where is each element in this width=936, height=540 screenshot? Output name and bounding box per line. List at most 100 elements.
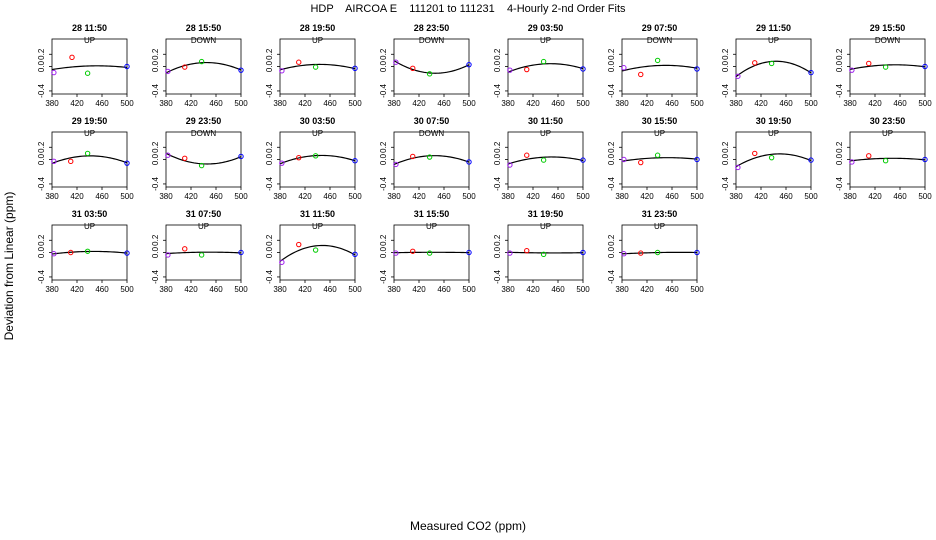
y-tick-label: 0.0 — [151, 60, 160, 72]
y-tick-label: -0.4 — [493, 270, 502, 284]
y-tick-label: 0.2 — [37, 234, 46, 246]
data-point — [654, 152, 661, 158]
panel-direction-label: UP — [654, 222, 665, 231]
chart-panel: 30 07:50 DOWN -0.4 0.00.2 380 420 460 500 — [379, 116, 476, 201]
data-point — [198, 162, 205, 169]
x-tick-label: 380 — [387, 192, 401, 201]
x-tick-label: 380 — [273, 285, 287, 294]
y-tick-label: 0.2 — [151, 234, 160, 246]
y-tick-label: 0.0 — [151, 246, 160, 258]
panel-direction-label: DOWN — [419, 129, 445, 138]
chart-panel: 30 03:50 UP -0.4 0.00.2 380 420 460 500 — [265, 116, 362, 201]
data-point — [466, 249, 472, 256]
chart-panel: 29 07:50 DOWN -0.4 0.00.2 380 420 460 500 — [607, 23, 704, 108]
y-tick-label: -0.4 — [265, 84, 274, 98]
x-tick-label: 500 — [462, 285, 476, 294]
data-point — [410, 65, 416, 72]
data-point — [124, 160, 130, 166]
x-tick-label: 460 — [551, 99, 565, 108]
x-tick-label: 380 — [615, 192, 629, 201]
fit-curve — [51, 155, 128, 164]
x-tick-label: 500 — [120, 192, 134, 201]
x-tick-label: 500 — [918, 99, 932, 108]
x-tick-label: 460 — [323, 285, 337, 294]
chart-panel: 28 15:50 DOWN -0.4 0.00.2 380 420 460 500 — [151, 23, 248, 108]
panel-direction-label: DOWN — [191, 129, 217, 138]
chart-title: HDP AIRCOA E 111201 to 111231 4-Hourly 2… — [310, 3, 626, 15]
panel-direction-label: DOWN — [191, 36, 217, 45]
chart-panel: 29 23:50 DOWN -0.4 0.00.2 380 420 460 500 — [151, 116, 248, 201]
data-point — [312, 64, 319, 70]
y-tick-label: -0.4 — [607, 177, 616, 191]
data-point — [882, 64, 889, 70]
panel-title: 30 23:50 — [870, 116, 906, 126]
chart-panel: 28 11:50 UP -0.4 0.00.2 380 420 460 500 — [37, 23, 134, 108]
data-point — [68, 249, 74, 256]
y-tick-label: 0.0 — [493, 246, 502, 258]
x-tick-label: 500 — [348, 99, 362, 108]
y-tick-label: 0.0 — [265, 153, 274, 165]
x-tick-label: 460 — [665, 192, 679, 201]
y-tick-label: 0.2 — [721, 48, 730, 60]
y-tick-label: 0.2 — [607, 48, 616, 60]
chart-panel: 30 11:50 UP -0.4 0.00.2 380 420 460 500 — [493, 116, 590, 201]
y-tick-label: -0.4 — [37, 84, 46, 98]
data-point — [735, 73, 741, 79]
y-tick-label: -0.4 — [265, 270, 274, 284]
x-tick-label: 500 — [918, 192, 932, 201]
x-tick-label: 460 — [893, 192, 907, 201]
panel-title: 30 07:50 — [414, 116, 450, 126]
data-point — [849, 159, 855, 165]
x-tick-label: 380 — [501, 192, 515, 201]
y-tick-label: 0.0 — [607, 60, 616, 72]
x-tick-label: 380 — [729, 99, 743, 108]
x-tick-label: 380 — [45, 192, 59, 201]
x-tick-label: 500 — [234, 285, 248, 294]
data-point — [507, 162, 513, 168]
data-point — [198, 58, 205, 65]
panel-direction-label: UP — [882, 129, 893, 138]
fit-curve — [393, 60, 470, 74]
y-tick-label: -0.4 — [835, 84, 844, 98]
y-tick-label: 0.2 — [265, 48, 274, 60]
x-tick-label: 500 — [690, 285, 704, 294]
y-tick-label: 0.0 — [493, 153, 502, 165]
chart-panel: 29 11:50 UP -0.4 0.00.2 380 420 460 500 — [721, 23, 818, 108]
y-tick-label: 0.2 — [493, 234, 502, 246]
x-tick-label: 420 — [184, 192, 198, 201]
panel-title: 31 11:50 — [300, 209, 335, 219]
panel-direction-label: UP — [768, 129, 779, 138]
y-tick-label: -0.4 — [493, 177, 502, 191]
data-point — [694, 156, 700, 163]
data-point — [580, 157, 586, 163]
data-point — [768, 60, 775, 67]
y-tick-label: 0.2 — [607, 141, 616, 153]
panel-title: 29 11:50 — [756, 23, 791, 33]
panel-title: 29 03:50 — [528, 23, 564, 33]
y-tick-label: 0.2 — [835, 141, 844, 153]
data-point — [165, 68, 171, 75]
x-tick-label: 500 — [348, 285, 362, 294]
x-tick-label: 420 — [526, 99, 540, 108]
data-point — [84, 70, 91, 76]
data-point — [410, 248, 416, 254]
x-tick-label: 420 — [70, 192, 84, 201]
x-tick-label: 460 — [665, 285, 679, 294]
y-tick-label: 0.0 — [379, 153, 388, 165]
data-point — [808, 157, 814, 163]
data-point — [849, 67, 855, 73]
panel-title: 31 03:50 — [72, 209, 108, 219]
y-tick-label: -0.4 — [379, 84, 388, 98]
y-tick-label: 0.0 — [835, 153, 844, 165]
panel-title: 30 19:50 — [756, 116, 792, 126]
x-tick-label: 500 — [234, 99, 248, 108]
fit-curve — [735, 60, 812, 78]
x-tick-label: 500 — [690, 99, 704, 108]
chart-panel: 29 03:50 UP -0.4 0.00.2 380 420 460 500 — [493, 23, 590, 108]
x-tick-label: 420 — [70, 99, 84, 108]
panel-direction-label: UP — [312, 36, 323, 45]
x-tick-label: 380 — [729, 192, 743, 201]
fit-curve — [279, 63, 356, 71]
data-point — [694, 66, 700, 72]
data-point — [866, 153, 872, 159]
